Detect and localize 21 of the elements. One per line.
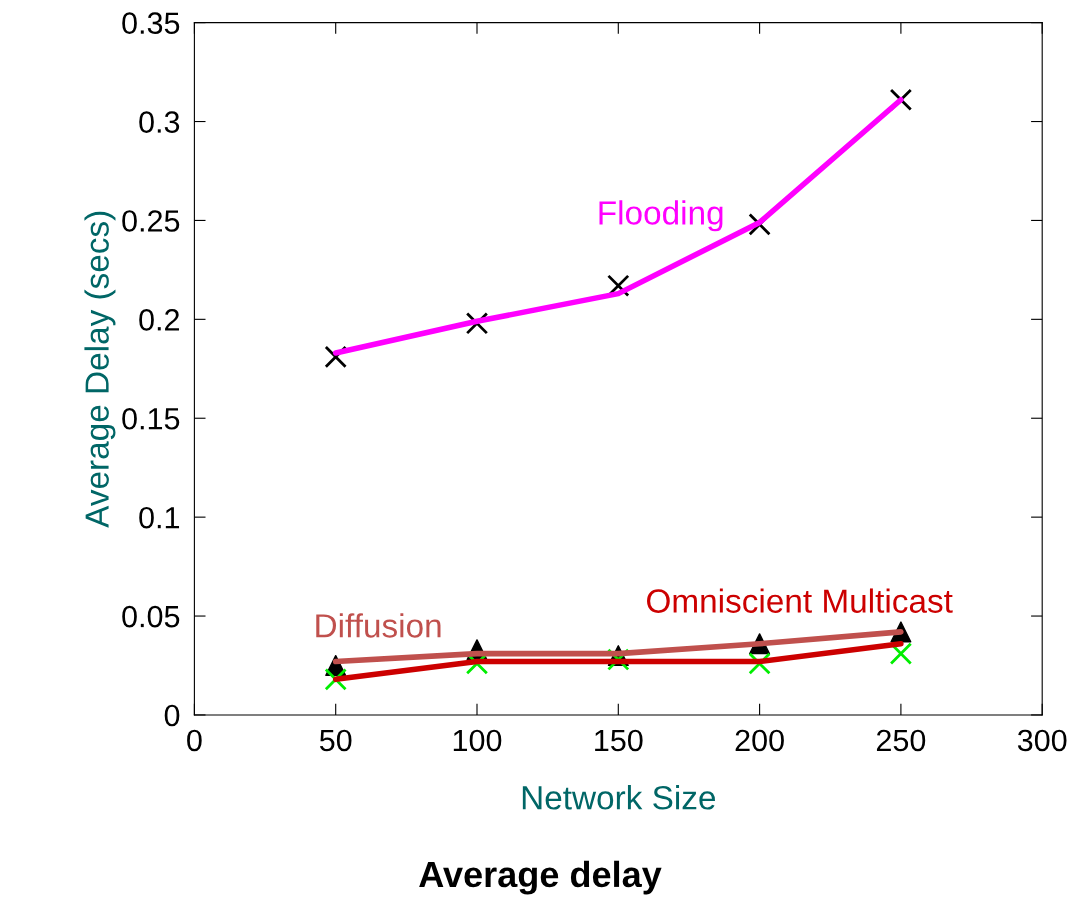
y-tick-label: 0.35 [122,12,180,34]
x-tick-label: 200 [735,729,784,752]
y-tick-label: 0.05 [122,605,180,628]
y-tick-label: 0.15 [122,407,180,430]
text: Average delay [419,860,662,895]
y-axis-title: Average Delay (secs) [84,211,116,528]
y-tick-label: 0 [164,704,180,727]
x-tick-label: 100 [453,729,502,752]
y-tick-label: 0.1 [139,506,180,529]
x-tick-label: 0 [187,729,202,752]
x-tick-label: 150 [595,729,643,752]
x-axis-title: Network Size [522,785,715,810]
series-label: Flooding [599,200,723,232]
y-tick-label: 0.25 [122,210,180,232]
x-tick-label: 50 [319,729,352,752]
series-label: Diffusion [316,613,441,638]
series-label: Omniscient Multicast [647,588,953,613]
y-tick-label: 0.3 [139,111,180,133]
y-tick-label: 0.2 [139,309,179,331]
x-tick-label: 250 [876,729,926,752]
x-tick-label: 300 [1017,729,1067,752]
